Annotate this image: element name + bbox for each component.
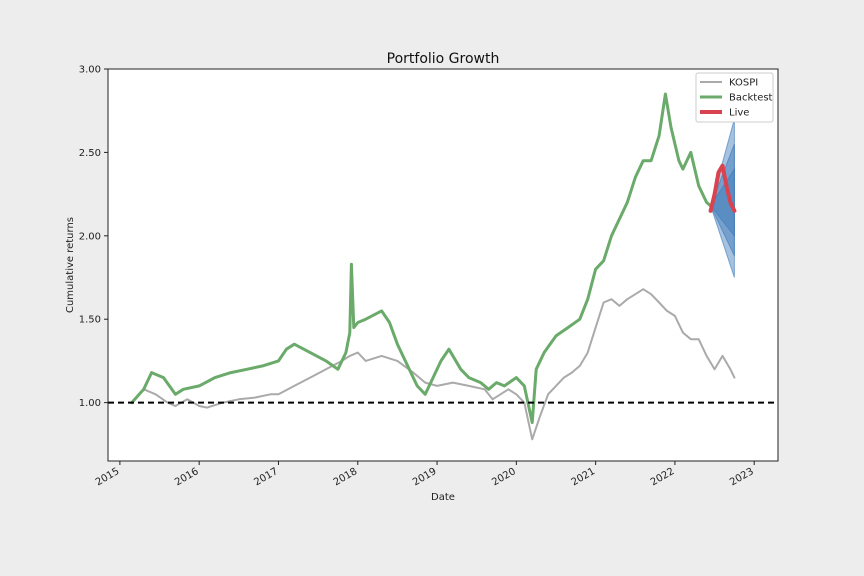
legend-label-live: Live [729, 108, 749, 119]
series-line-backtest [130, 92, 713, 425]
y-axis-ticks: 1.00 1.50 2.00 2.50 3.00 [79, 65, 108, 409]
chart-title: Portfolio Growth [387, 51, 500, 67]
legend-box [695, 72, 774, 123]
plot-area [107, 68, 779, 462]
legend-label-kospi: KOSPI [729, 78, 758, 89]
legend: KOSPI Backtest Live [695, 72, 774, 123]
y-tick-label: 1.00 [79, 398, 101, 409]
y-axis-title: Cumulative returns [65, 217, 76, 313]
y-tick-label: 1.50 [79, 315, 101, 326]
series-layer [130, 92, 737, 441]
x-axis-title: Date [431, 492, 455, 503]
y-tick-label: 2.50 [79, 148, 101, 159]
legend-label-backtest: Backtest [729, 93, 773, 104]
series-line-live [708, 163, 737, 213]
y-tick-label: 2.00 [79, 231, 101, 242]
series-line-kospi [130, 288, 736, 441]
y-tick-label: 3.00 [79, 65, 101, 76]
